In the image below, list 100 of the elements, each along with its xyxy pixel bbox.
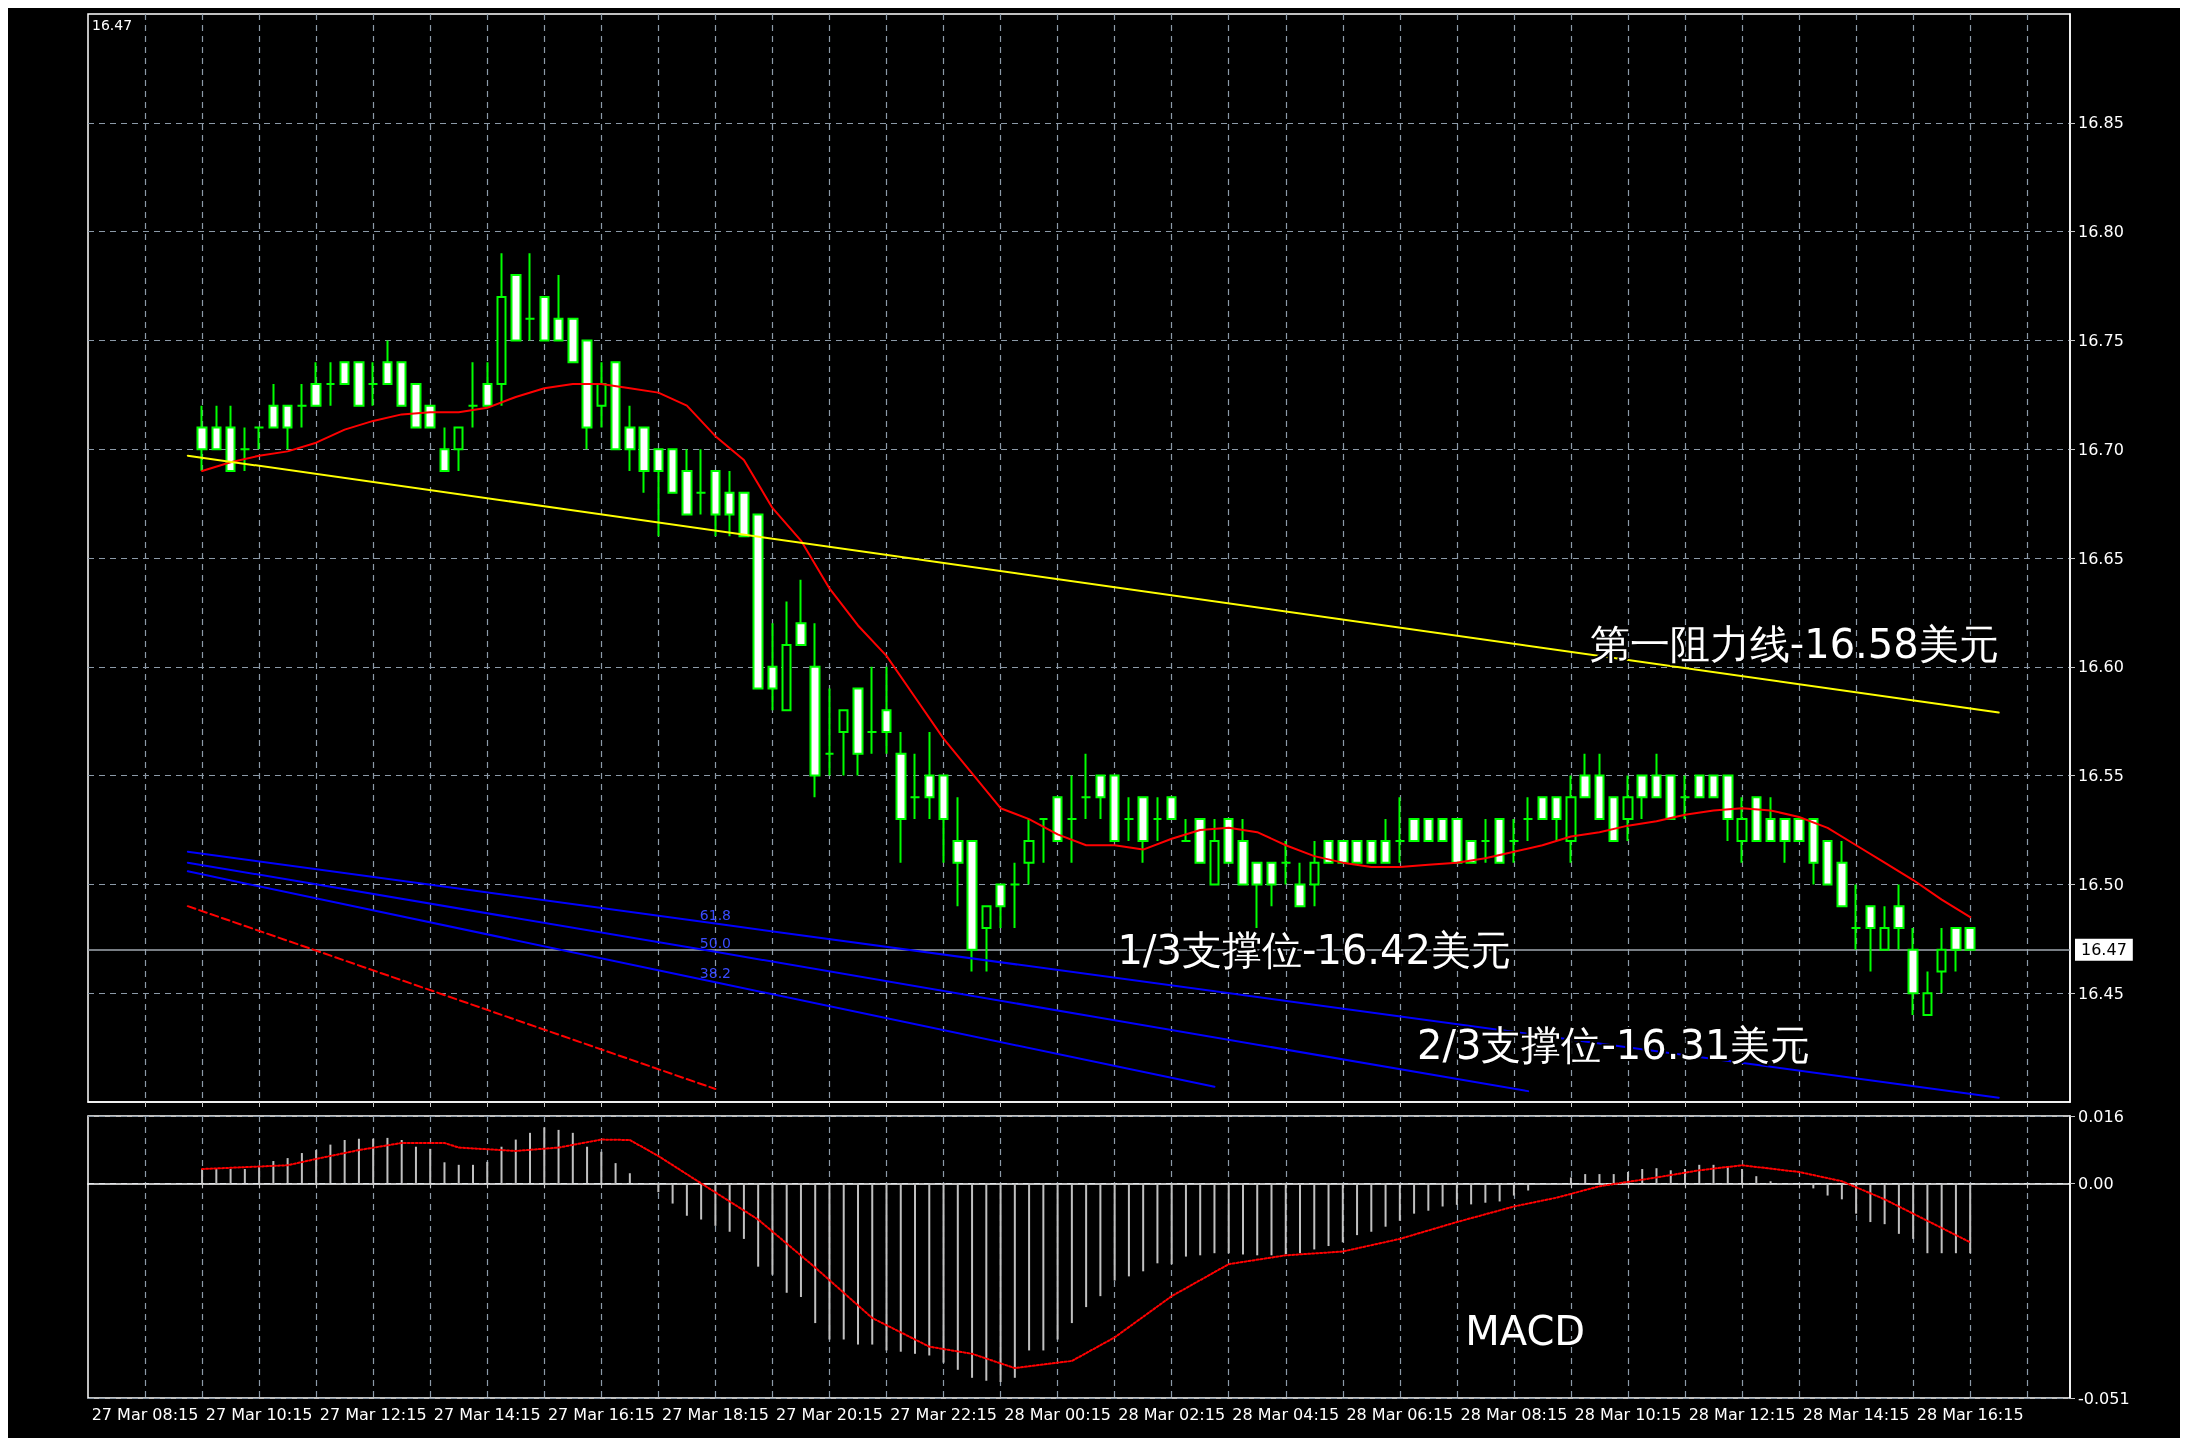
x-tick-label: 27 Mar 08:15 [91,1404,199,1424]
bar [1769,1181,1772,1184]
candlestick [1266,861,1277,908]
candlestick [1052,796,1063,842]
x-tick-label: 28 Mar 06:15 [1346,1404,1454,1424]
y-tick-label: 0.016 [2078,1106,2124,1126]
bar [799,1183,802,1297]
bar [971,1183,974,1378]
x-tick-label: 27 Mar 22:15 [890,1404,997,1424]
candlestick [1865,905,1876,973]
bar [742,1183,745,1239]
candlestick [339,361,350,385]
candlestick [410,382,422,429]
ref-line-label: 16.47 [2081,940,2127,960]
candlestick [1351,839,1363,864]
candlestick [909,752,921,821]
bar [600,1151,603,1184]
bar [1954,1183,1957,1254]
bar [1584,1174,1587,1184]
bar [1270,1183,1273,1256]
bar [1299,1183,1302,1254]
series-label: 50.0 [699,934,731,951]
bar [1969,1183,1972,1254]
bar [1256,1183,1259,1256]
candlestick [924,731,935,821]
candlestick [1537,796,1548,821]
bar [315,1150,318,1184]
bar [785,1183,788,1293]
bar [1156,1183,1159,1264]
candlestick [1123,796,1135,842]
bar [1056,1183,1059,1340]
candlestick [995,883,1006,929]
candlestick [1651,752,1662,799]
candlestick [1480,818,1491,864]
candlestick [681,448,693,516]
bar [1840,1183,1843,1200]
bar [1213,1183,1216,1254]
candlestick [781,600,792,712]
candlestick [1751,796,1762,842]
bar [1527,1183,1530,1191]
bar [1413,1183,1416,1214]
x-tick-label: 28 Mar 04:15 [1232,1404,1340,1424]
candlestick [225,404,236,472]
bar [500,1146,503,1184]
y-tick-label: 16.75 [2078,330,2124,350]
candlestick [767,622,778,712]
x-tick-label: 28 Mar 02:15 [1118,1404,1226,1424]
bar [685,1183,688,1216]
candlestick [1665,774,1676,821]
bar [1755,1176,1758,1184]
candlestick [1879,905,1890,951]
bar [429,1148,432,1184]
bar [914,1183,917,1354]
bar [201,1169,204,1184]
bar [229,1169,232,1184]
candlestick [567,317,579,364]
bar [215,1169,218,1184]
candlestick [738,491,750,538]
bar [1498,1183,1501,1202]
x-tick-label: 27 Mar 18:15 [661,1404,769,1424]
bar [671,1183,674,1204]
candlestick [482,361,493,407]
candlestick [1394,796,1406,864]
x-tick-label: 28 Mar 10:15 [1574,1404,1682,1424]
candlestick [1622,774,1634,842]
bar [1356,1183,1359,1236]
bar [1313,1183,1316,1250]
bar [557,1129,560,1184]
candlestick [1465,839,1477,864]
candlestick [553,274,564,342]
candlestick [1793,818,1805,842]
bar [942,1183,945,1363]
candlestick [424,404,436,429]
bar [1113,1183,1116,1281]
bar [1028,1183,1031,1351]
candlestick [1836,839,1848,908]
candlestick [938,774,949,864]
candlestick [1708,774,1719,799]
candlestick [1237,818,1249,886]
bar [514,1139,517,1184]
bar [1484,1183,1487,1203]
candlestick [1451,818,1463,864]
candlestick [866,665,878,755]
candlestick [1080,752,1092,821]
bar [1926,1183,1929,1254]
candlestick [1922,970,1933,1016]
y-tick-label: 16.60 [2078,657,2124,677]
x-tick-label: 28 Mar 14:15 [1802,1404,1910,1424]
bar [628,1173,631,1184]
candlestick [1494,818,1505,864]
bar [286,1158,289,1184]
bar [243,1169,246,1184]
candlestick [325,361,336,407]
y-tick-label: 16.85 [2078,113,2124,133]
bar [1912,1183,1915,1239]
bar [871,1183,874,1345]
candlestick [1765,796,1776,842]
bar [999,1183,1002,1383]
candlestick [1166,796,1177,821]
y-tick-label: 16.50 [2078,874,2124,894]
